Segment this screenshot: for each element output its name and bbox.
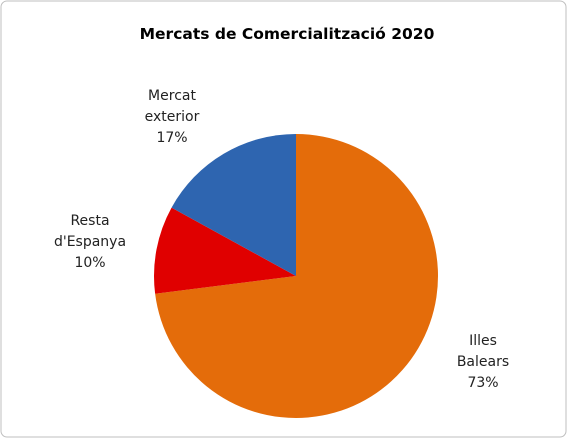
slice-category-label: Resta d'Espanya bbox=[54, 213, 126, 250]
chart-title: Mercats de Comercialització 2020 bbox=[140, 25, 435, 43]
slice-value-label: 17% bbox=[156, 130, 187, 146]
pie-slice bbox=[171, 134, 296, 276]
pie-slice bbox=[153, 207, 296, 294]
slice-category-label: Mercat exterior bbox=[145, 88, 200, 125]
slice-value-label: 10% bbox=[74, 255, 105, 271]
slice-category-label: Illes Balears bbox=[457, 333, 509, 370]
pie-slice bbox=[155, 134, 439, 418]
slice-value-label: 73% bbox=[467, 375, 498, 391]
